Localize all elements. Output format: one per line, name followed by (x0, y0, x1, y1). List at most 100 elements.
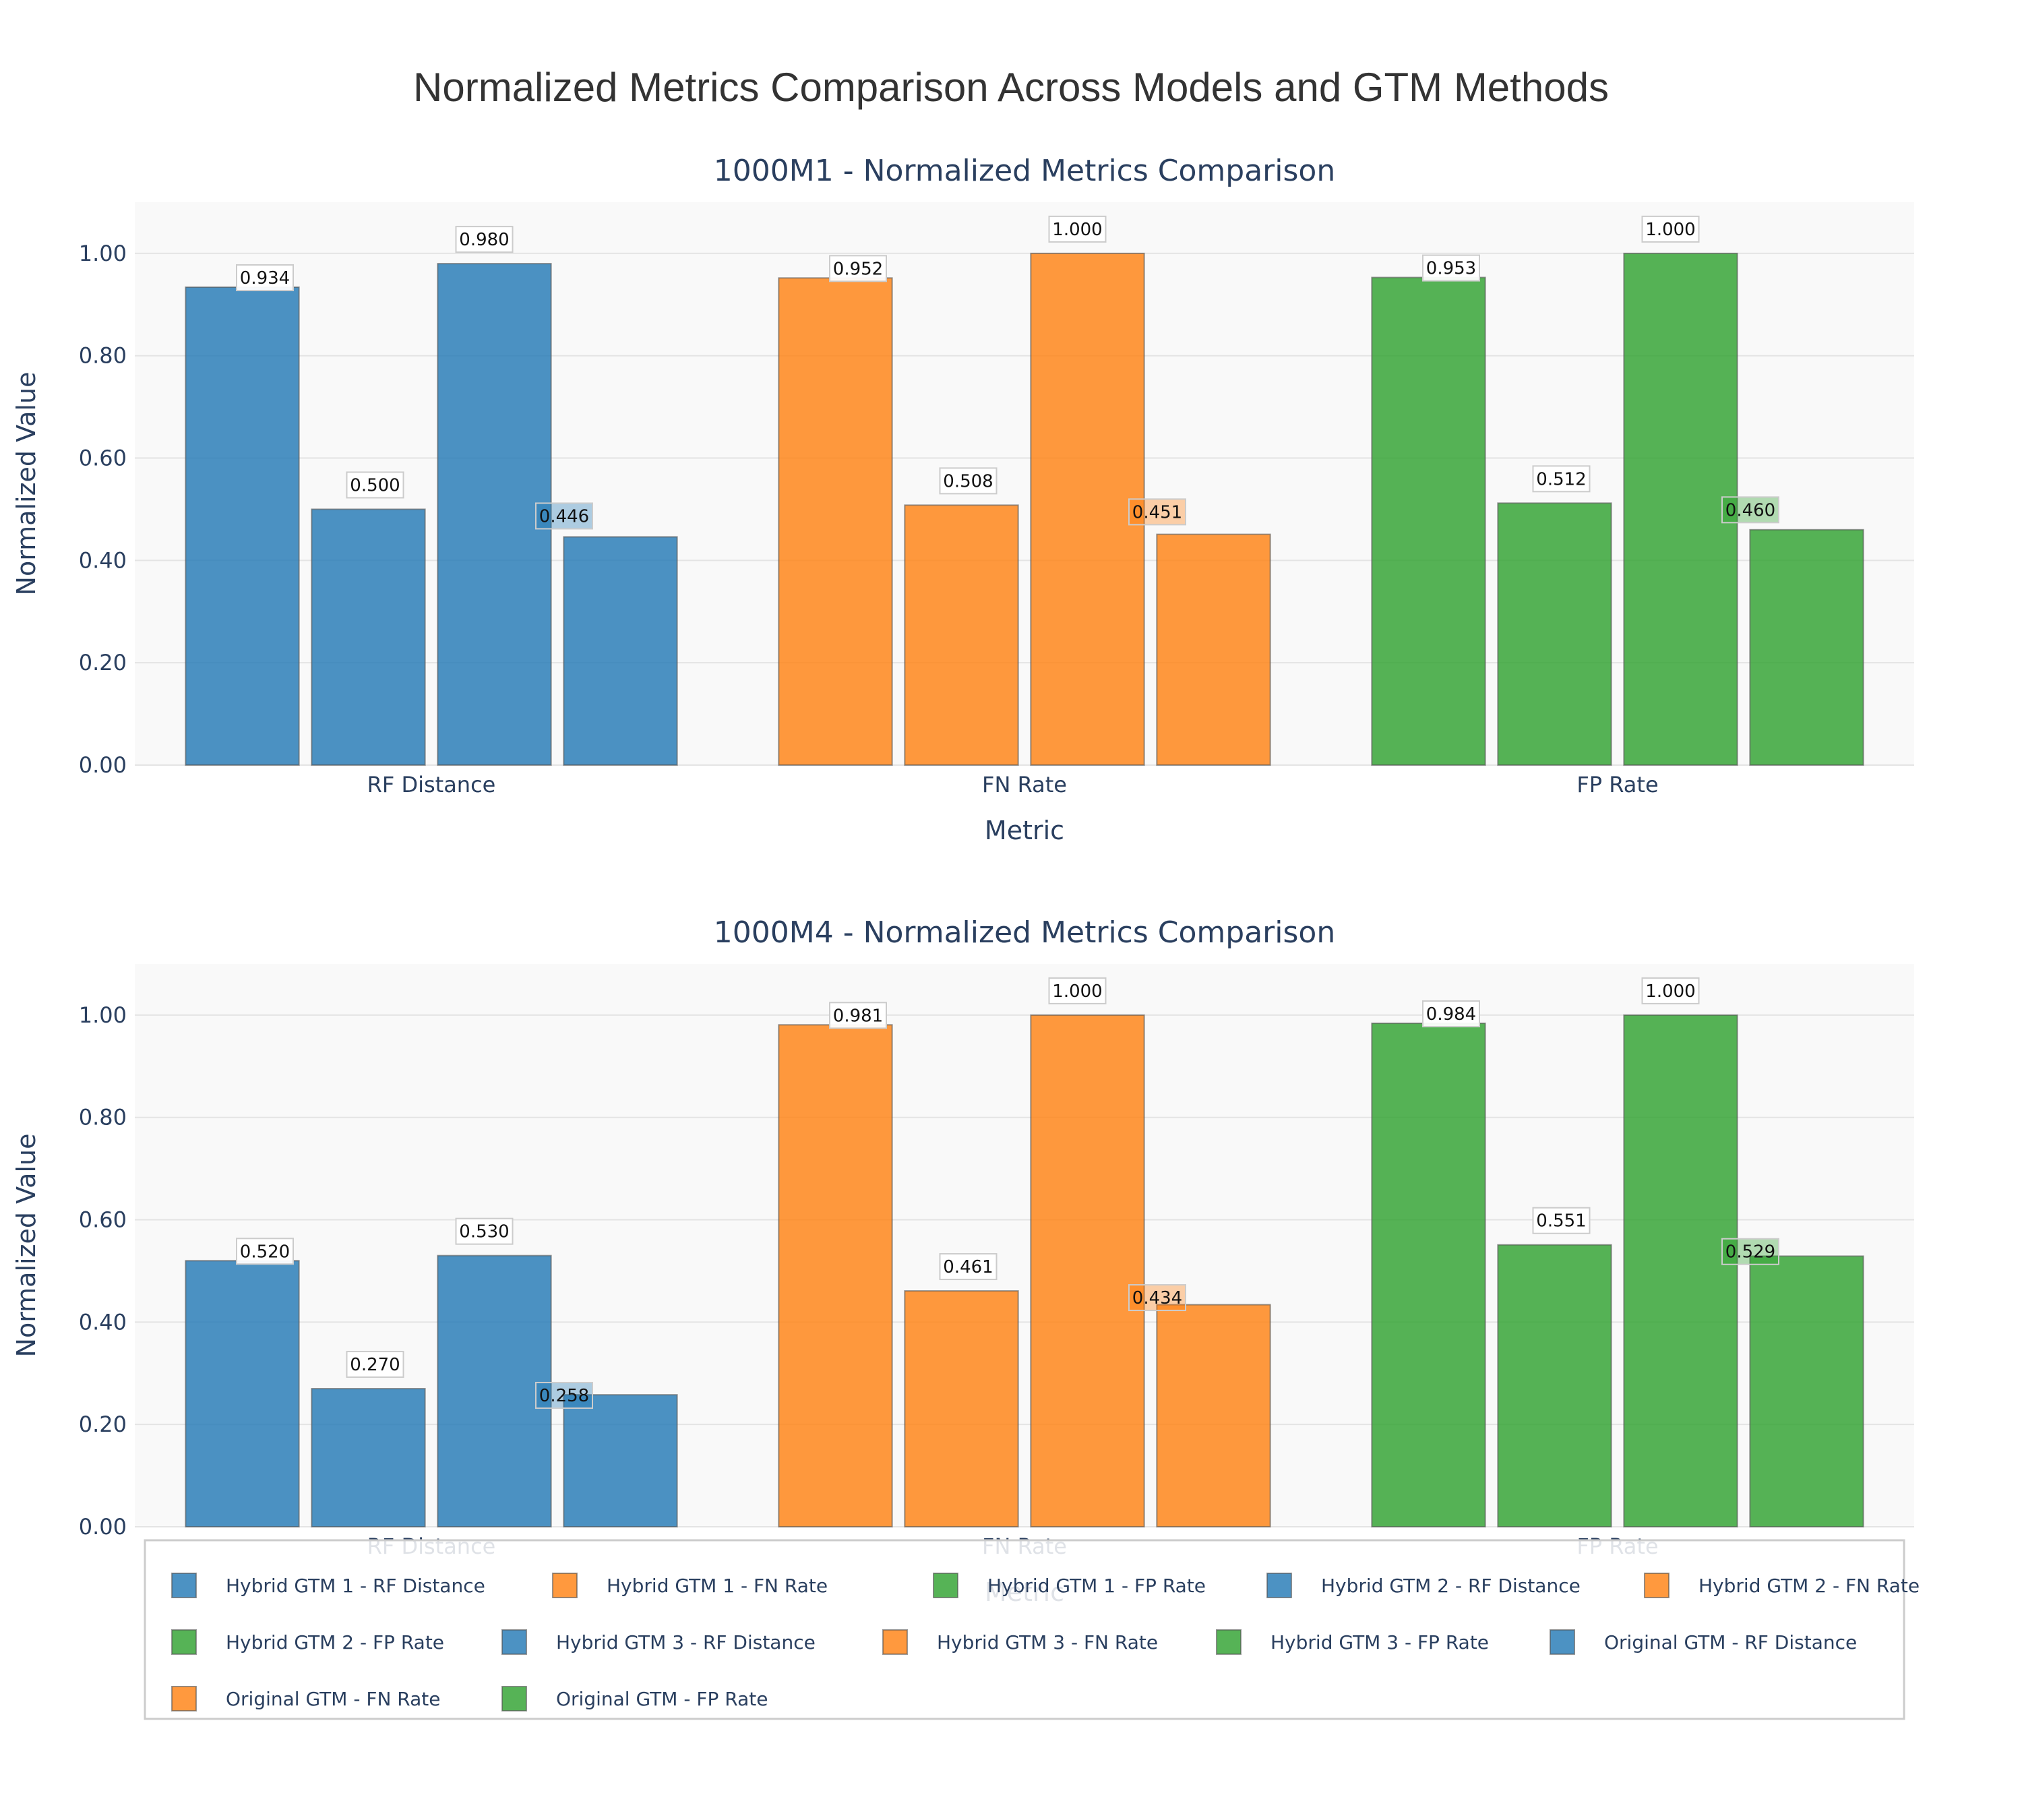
bar-hybrid-gtm-2-fp-rate[interactable] (1497, 502, 1612, 766)
plot-area (135, 202, 1914, 765)
subplot-title: 1000M1 - Normalized Metrics Comparison (714, 154, 1335, 188)
data-label: 0.529 (1725, 1242, 1775, 1263)
legend-swatch[interactable] (171, 1573, 197, 1598)
legend-swatch[interactable] (1216, 1629, 1242, 1655)
bar-hybrid-gtm-1-fn-rate[interactable] (778, 277, 893, 766)
y-tick-label: 0.60 (79, 446, 127, 471)
data-label: 0.451 (1132, 502, 1182, 522)
bar-hybrid-gtm-2-fp-rate[interactable] (1497, 1244, 1612, 1528)
legend-item-original-gtm-fp-rate[interactable]: Original GTM - FP Rate (556, 1688, 768, 1710)
data-label: 1.000 (1052, 981, 1102, 1002)
data-label: 1.000 (1645, 981, 1695, 1002)
data-label: 0.500 (350, 475, 400, 495)
data-label: 0.980 (459, 230, 509, 250)
data-label-box (1641, 215, 1700, 243)
data-label-box (1641, 977, 1700, 1004)
data-label-box (1721, 496, 1779, 524)
data-label: 0.461 (943, 1257, 993, 1277)
subplot-title: 1000M4 - Normalized Metrics Comparison (714, 915, 1335, 950)
legend-item-hybrid-gtm-1-fp-rate[interactable]: Hybrid GTM 1 - FP Rate (987, 1575, 1206, 1597)
legend-item-hybrid-gtm-2-fp-rate[interactable]: Hybrid GTM 2 - FP Rate (226, 1631, 444, 1654)
data-label: 0.270 (350, 1355, 400, 1375)
bar-hybrid-gtm-1-fp-rate[interactable] (1371, 276, 1486, 766)
data-label: 0.952 (833, 259, 883, 279)
y-tick-label: 0.20 (79, 650, 127, 675)
bar-hybrid-gtm-1-rf-distance[interactable] (185, 286, 300, 766)
legend-swatch[interactable] (171, 1686, 197, 1711)
data-label-box (939, 1253, 998, 1281)
bar-original-gtm-fp-rate[interactable] (1749, 528, 1864, 766)
y-tick-label: 0.80 (79, 1105, 127, 1130)
data-label: 0.460 (1725, 500, 1775, 520)
data-label: 1.000 (1645, 220, 1695, 240)
bar-original-gtm-rf-distance[interactable] (563, 536, 678, 766)
data-label: 1.000 (1052, 220, 1102, 240)
bar-hybrid-gtm-2-fn-rate[interactable] (904, 1290, 1019, 1527)
legend-item-hybrid-gtm-1-fn-rate[interactable]: Hybrid GTM 1 - FN Rate (607, 1575, 828, 1597)
legend-swatch[interactable] (933, 1573, 958, 1598)
bar-hybrid-gtm-3-rf-distance[interactable] (437, 263, 552, 766)
legend-item-hybrid-gtm-3-fn-rate[interactable]: Hybrid GTM 3 - FN Rate (937, 1631, 1158, 1654)
chart-title: Normalized Metrics Comparison Across Mod… (413, 65, 1609, 110)
bar-hybrid-gtm-3-fp-rate[interactable] (1623, 1014, 1738, 1527)
data-label-box (455, 1217, 514, 1245)
plot-area (135, 964, 1914, 1527)
data-label-box (1532, 465, 1591, 493)
data-label: 0.530 (459, 1222, 509, 1242)
bar-hybrid-gtm-3-rf-distance[interactable] (437, 1254, 552, 1527)
y-tick-label: 0.80 (79, 343, 127, 369)
legend-item-original-gtm-fn-rate[interactable]: Original GTM - FN Rate (226, 1688, 441, 1710)
panel-1000m1: 1000M1 - Normalized Metrics Comparison 0.… (11, 154, 1914, 845)
y-tick-label: 0.20 (79, 1412, 127, 1437)
legend-swatch[interactable] (171, 1629, 197, 1655)
data-label-box (1048, 215, 1107, 243)
y-tick-label: 0.00 (79, 1514, 127, 1540)
data-label-box (1532, 1207, 1591, 1234)
bar-original-gtm-fn-rate[interactable] (1156, 1304, 1271, 1528)
data-label-box (1721, 1238, 1779, 1265)
data-label-box (535, 1382, 593, 1409)
data-label: 0.551 (1536, 1211, 1586, 1232)
data-label-box (535, 502, 593, 530)
data-label-box (346, 471, 404, 499)
data-label-box (1128, 1284, 1186, 1312)
data-label-box (1422, 1000, 1480, 1028)
data-label: 0.981 (833, 1006, 883, 1026)
legend-swatch[interactable] (501, 1686, 527, 1711)
bar-original-gtm-fn-rate[interactable] (1156, 533, 1271, 766)
bar-hybrid-gtm-3-fp-rate[interactable] (1623, 252, 1738, 766)
data-label-box (1048, 977, 1107, 1004)
data-label-box (829, 255, 887, 282)
bar-hybrid-gtm-1-fp-rate[interactable] (1371, 1023, 1486, 1527)
bar-hybrid-gtm-2-fn-rate[interactable] (904, 504, 1019, 766)
legend-item-hybrid-gtm-3-fp-rate[interactable]: Hybrid GTM 3 - FP Rate (1270, 1631, 1489, 1654)
legend-item-hybrid-gtm-1-rf-distance[interactable]: Hybrid GTM 1 - RF Distance (226, 1575, 485, 1597)
data-label: 0.434 (1132, 1288, 1182, 1308)
legend-swatch[interactable] (1644, 1573, 1669, 1598)
x-tick-label: RF Distance (367, 772, 496, 797)
bar-hybrid-gtm-3-fn-rate[interactable] (1030, 252, 1145, 766)
legend: Hybrid GTM 1 - RF Distance Hybrid GTM 1 -… (144, 1539, 1920, 1720)
legend-swatch[interactable] (1266, 1573, 1292, 1598)
data-label-box (455, 226, 514, 253)
bar-original-gtm-fp-rate[interactable] (1749, 1255, 1864, 1527)
legend-item-hybrid-gtm-3-rf-distance[interactable]: Hybrid GTM 3 - RF Distance (556, 1631, 816, 1654)
legend-swatch[interactable] (552, 1573, 578, 1598)
legend-item-original-gtm-rf-distance[interactable]: Original GTM - RF Distance (1604, 1631, 1857, 1654)
data-label: 0.520 (240, 1242, 290, 1262)
y-tick-label: 1.00 (79, 241, 127, 266)
legend-item-hybrid-gtm-2-fn-rate[interactable]: Hybrid GTM 2 - FN Rate (1698, 1575, 1920, 1597)
bar-hybrid-gtm-3-fn-rate[interactable] (1030, 1014, 1145, 1527)
legend-swatch[interactable] (501, 1629, 527, 1655)
bar-original-gtm-rf-distance[interactable] (563, 1394, 678, 1527)
legend-item-hybrid-gtm-2-rf-distance[interactable]: Hybrid GTM 2 - RF Distance (1321, 1575, 1581, 1597)
bar-hybrid-gtm-1-fn-rate[interactable] (778, 1024, 893, 1527)
legend-swatch[interactable] (1550, 1629, 1575, 1655)
bar-hybrid-gtm-2-rf-distance[interactable] (311, 508, 426, 766)
legend-swatch[interactable] (882, 1629, 908, 1655)
y-axis-title: Normalized Value (11, 1134, 41, 1358)
bar-hybrid-gtm-2-rf-distance[interactable] (311, 1388, 426, 1527)
bar-hybrid-gtm-1-rf-distance[interactable] (185, 1260, 300, 1527)
data-label-box (829, 1002, 887, 1029)
